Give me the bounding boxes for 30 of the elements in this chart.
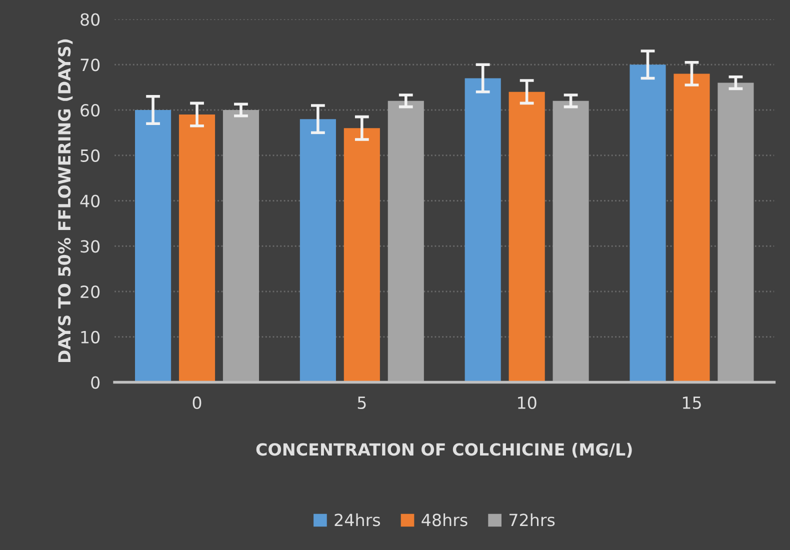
legend-label: 72hrs [510, 513, 555, 526]
y-tick-label: 80 [80, 13, 100, 26]
bar [674, 74, 710, 382]
y-axis-title: DAYS TO 50% FFLOWERING (DAYS) [58, 39, 73, 362]
y-tick-label: 30 [80, 240, 100, 253]
bar [718, 82, 754, 382]
y-tick-label: 50 [80, 149, 100, 162]
bar [344, 128, 380, 382]
legend-label: 24hrs [334, 513, 380, 526]
y-tick-label: 70 [80, 58, 100, 72]
x-axis-title: CONCENTRATION OF COLCHICINE (MG/L) [256, 442, 632, 458]
y-tick-label: 20 [80, 285, 100, 298]
bar [464, 78, 501, 382]
bar [222, 110, 260, 382]
bar [508, 92, 545, 382]
legend-label: 48hrs [422, 513, 468, 526]
bar [388, 100, 424, 382]
bar [630, 64, 666, 382]
y-tick-label: 60 [80, 104, 100, 117]
bar [552, 100, 589, 382]
x-tick-label: 15 [682, 396, 701, 410]
bar [135, 110, 172, 382]
bar [178, 114, 216, 382]
y-tick-label: 0 [91, 376, 100, 389]
x-tick-label: 10 [518, 396, 536, 410]
x-tick-label: 0 [192, 396, 202, 410]
x-tick-label: 5 [358, 396, 366, 410]
y-tick-label: 40 [80, 194, 100, 208]
bar [300, 119, 336, 382]
y-tick-label: 10 [81, 330, 100, 344]
